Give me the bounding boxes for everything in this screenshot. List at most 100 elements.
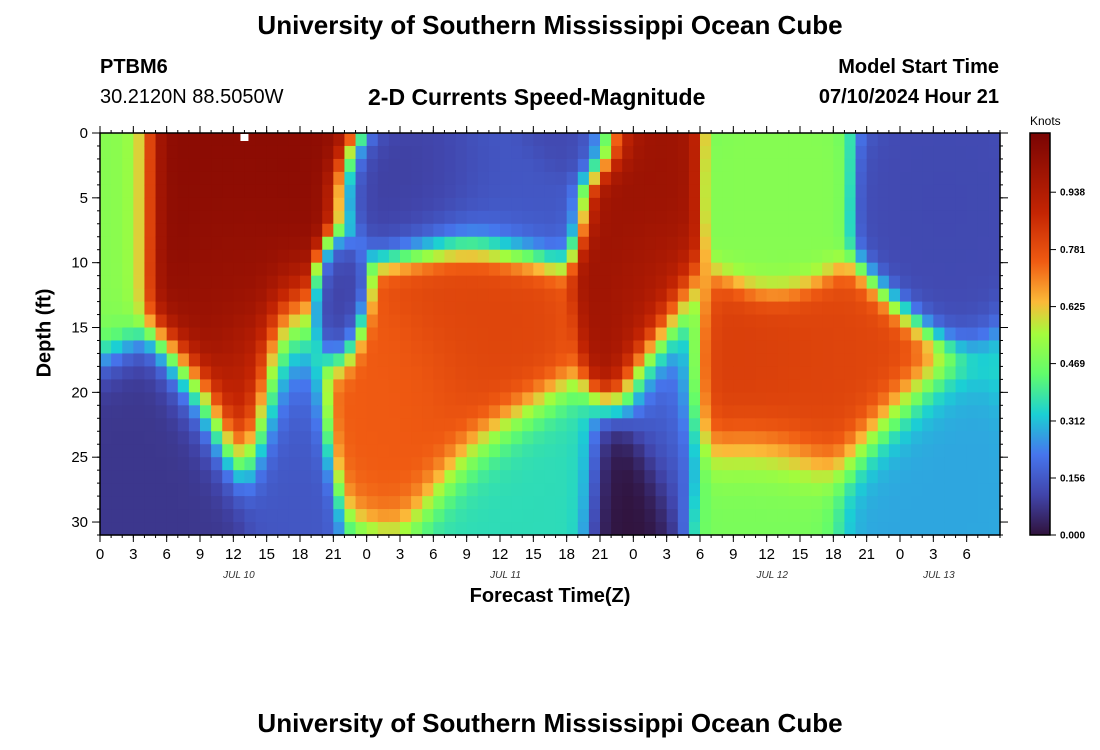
heatmap-cell bbox=[311, 184, 323, 199]
heatmap-cell bbox=[100, 236, 112, 251]
heatmap-cell bbox=[766, 301, 779, 316]
heatmap-cell bbox=[322, 301, 334, 316]
heatmap-cell bbox=[377, 301, 390, 316]
heatmap-cell bbox=[722, 366, 734, 380]
heatmap-cell bbox=[233, 431, 246, 445]
heatmap-cell bbox=[311, 470, 323, 484]
heatmap-cell bbox=[688, 275, 701, 290]
heatmap-cell bbox=[755, 197, 768, 212]
heatmap-cell bbox=[944, 457, 957, 471]
heatmap-cell bbox=[288, 236, 301, 251]
heatmap-cell bbox=[311, 223, 323, 238]
heatmap-cell bbox=[911, 522, 923, 536]
heatmap-cell bbox=[111, 249, 123, 264]
heatmap-cell bbox=[755, 262, 768, 277]
heatmap-cell bbox=[733, 288, 746, 303]
heatmap-cell bbox=[311, 275, 323, 290]
heatmap-cell bbox=[244, 262, 257, 277]
heatmap-cell bbox=[677, 457, 690, 471]
heatmap-cell bbox=[833, 379, 846, 393]
heatmap-cell bbox=[400, 301, 412, 316]
heatmap-cell bbox=[255, 133, 268, 147]
heatmap-cell bbox=[833, 444, 846, 458]
heatmap-cell bbox=[222, 483, 234, 497]
heatmap-cell bbox=[988, 327, 1001, 342]
heatmap-cell bbox=[311, 327, 323, 342]
heatmap-cell bbox=[200, 184, 212, 199]
heatmap-cell bbox=[911, 405, 923, 419]
heatmap-cell bbox=[155, 457, 168, 471]
heatmap-cell bbox=[433, 379, 446, 393]
heatmap-cell bbox=[655, 145, 668, 160]
heatmap-cell bbox=[966, 340, 979, 355]
heatmap-cell bbox=[577, 392, 590, 406]
heatmap-cell bbox=[644, 496, 657, 510]
heatmap-cell bbox=[811, 327, 823, 342]
heatmap-cell bbox=[322, 171, 334, 186]
heatmap-cell bbox=[188, 366, 201, 380]
heatmap-cell bbox=[455, 145, 468, 160]
heatmap-cell bbox=[777, 133, 790, 147]
heatmap-cell bbox=[455, 236, 468, 251]
heatmap-cell bbox=[777, 210, 790, 225]
heatmap-cell bbox=[677, 314, 690, 329]
heatmap-cell bbox=[500, 210, 512, 225]
heatmap-cell bbox=[622, 223, 634, 238]
heatmap-cell bbox=[855, 418, 868, 432]
heatmap-cell bbox=[822, 392, 834, 406]
heatmap-cell bbox=[322, 197, 334, 212]
heatmap-cell bbox=[888, 483, 901, 497]
heatmap-cell bbox=[933, 353, 946, 368]
heatmap-cell bbox=[933, 184, 946, 199]
heatmap-cell bbox=[644, 340, 657, 355]
heatmap-cell bbox=[855, 496, 868, 510]
heatmap-cell bbox=[888, 236, 901, 251]
heatmap-cell bbox=[744, 262, 757, 277]
heatmap-cell bbox=[933, 197, 946, 212]
heatmap-cell bbox=[577, 418, 590, 432]
heatmap-cell bbox=[855, 262, 868, 277]
heatmap-cell bbox=[622, 340, 634, 355]
y-tick-label: 5 bbox=[80, 190, 88, 207]
heatmap-cell bbox=[344, 262, 357, 277]
heatmap-cell bbox=[477, 353, 490, 368]
heatmap-cell bbox=[277, 340, 290, 355]
heatmap-cell bbox=[144, 184, 157, 199]
heatmap-cell bbox=[966, 392, 979, 406]
heatmap-cell bbox=[622, 275, 634, 290]
heatmap-cell bbox=[577, 184, 590, 199]
heatmap-cell bbox=[666, 197, 679, 212]
heatmap-cell bbox=[822, 301, 834, 316]
heatmap-cell bbox=[144, 522, 157, 536]
heatmap-cell bbox=[555, 133, 568, 147]
heatmap-cell bbox=[888, 522, 901, 536]
heatmap-cell bbox=[155, 340, 168, 355]
heatmap-cell bbox=[733, 483, 746, 497]
heatmap-cell bbox=[577, 288, 590, 303]
heatmap-cell bbox=[511, 301, 523, 316]
heatmap-cell bbox=[488, 457, 501, 471]
heatmap-cell bbox=[322, 340, 334, 355]
heatmap-cell bbox=[600, 236, 612, 251]
heatmap-cell bbox=[888, 171, 901, 186]
heatmap-cell bbox=[100, 171, 112, 186]
heatmap-cell bbox=[366, 236, 379, 251]
heatmap-cell bbox=[955, 483, 968, 497]
heatmap-cell bbox=[111, 353, 123, 368]
heatmap-cell bbox=[477, 288, 490, 303]
heatmap-cell bbox=[144, 392, 157, 406]
heatmap-cell bbox=[100, 496, 112, 510]
heatmap-cell bbox=[755, 236, 768, 251]
heatmap-cell bbox=[900, 444, 912, 458]
heatmap-cell bbox=[111, 509, 123, 523]
heatmap-cell bbox=[211, 496, 223, 510]
heatmap-cell bbox=[855, 171, 868, 186]
heatmap-cell bbox=[511, 133, 523, 147]
heatmap-cell bbox=[955, 509, 968, 523]
heatmap-cell bbox=[500, 145, 512, 160]
heatmap-cell bbox=[566, 340, 579, 355]
heatmap-cell bbox=[911, 444, 923, 458]
heatmap-cell bbox=[933, 366, 946, 380]
heatmap-cell bbox=[722, 171, 734, 186]
heatmap-cell bbox=[644, 431, 657, 445]
